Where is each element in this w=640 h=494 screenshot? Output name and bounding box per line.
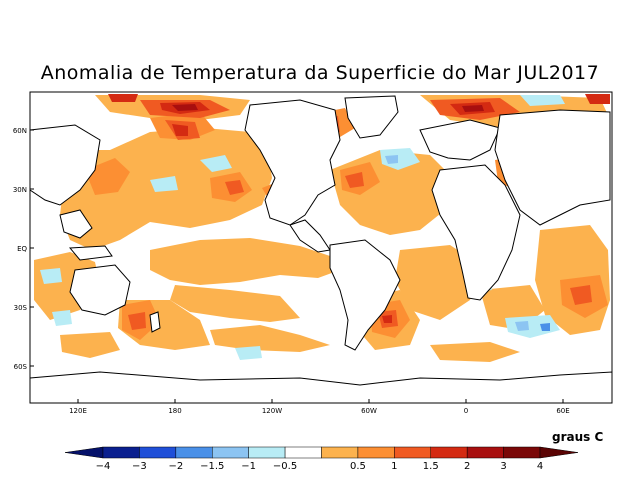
- continent-new-zealand: [149, 311, 161, 333]
- cool-patch: [505, 315, 560, 338]
- lon-label: 120W: [262, 407, 282, 415]
- warm-patch: [85, 158, 130, 195]
- cool-patch: [150, 176, 178, 192]
- colorbar-tick-label: 0.5: [350, 461, 366, 472]
- cool-patch: [200, 155, 232, 172]
- colorbar-swatch: [212, 446, 249, 459]
- colorbar-tick-label: −3: [132, 461, 147, 472]
- colorbar-swatch: [357, 446, 395, 459]
- cool-patch: [52, 310, 72, 326]
- colorbar-high-arrow: [539, 446, 579, 459]
- colorbar-tick-label: −4: [96, 461, 111, 472]
- lon-label: 180: [168, 407, 181, 415]
- colorbar-swatch: [248, 446, 286, 459]
- continent-greenland: [344, 95, 399, 139]
- cool-patch: [380, 148, 420, 170]
- continent-australia: [69, 264, 131, 316]
- colorbar-tick-label: 2: [464, 461, 470, 472]
- warm-patch: [150, 238, 340, 285]
- lat-label: 60N: [13, 127, 27, 135]
- colorbar-low-arrow: [64, 446, 104, 459]
- colorbar: −4 −3 −2 −1.5 −1 −0.5 0.5 1 1.5 2 3 4: [64, 446, 579, 472]
- lon-label: 60W: [361, 407, 377, 415]
- colorbar-swatch: [102, 446, 140, 459]
- warm-patch: [60, 332, 120, 358]
- warm-patch: [210, 325, 330, 352]
- warm-patch: [128, 312, 146, 330]
- colorbar-tick-label: −2: [168, 461, 183, 472]
- continent-asia-west: [29, 124, 101, 206]
- warm-patch: [108, 94, 138, 102]
- cool-patch: [540, 323, 550, 331]
- latitude-axis: 60N 30N EQ 30S 60S: [13, 127, 34, 371]
- lat-label: EQ: [17, 245, 27, 253]
- warm-patch: [430, 342, 520, 362]
- warm-patch: [172, 104, 198, 111]
- colorbar-tick-label: 3: [500, 461, 506, 472]
- warm-patch: [170, 285, 300, 322]
- colorbar-tick-label: −1: [241, 461, 256, 472]
- warm-patch: [585, 94, 610, 104]
- colorbar-tick-label: 4: [537, 461, 543, 472]
- longitude-axis: 120E 180 120W 60W 0 60E: [69, 399, 570, 415]
- colorbar-swatch: [284, 446, 322, 459]
- colorbar-tick-label: 1: [391, 461, 397, 472]
- continent-asia: [494, 109, 611, 226]
- colorbar-swatch: [466, 446, 504, 459]
- cool-patch: [385, 155, 398, 164]
- warm-patch: [345, 172, 364, 188]
- continent-se-asia: [59, 209, 93, 239]
- warm-patch: [395, 245, 480, 320]
- land-layer: [29, 95, 613, 404]
- lon-label: 0: [464, 407, 468, 415]
- warm-patch: [225, 180, 244, 195]
- lat-label: 60S: [14, 363, 28, 371]
- units-label: graus C: [552, 430, 604, 444]
- colorbar-swatch: [503, 446, 541, 459]
- lat-label: 30N: [13, 186, 27, 194]
- cool-patch: [520, 95, 565, 106]
- continent-north-america: [244, 99, 341, 226]
- warm-patch: [570, 285, 592, 305]
- warm-patch: [382, 315, 392, 323]
- colorbar-swatch: [394, 446, 432, 459]
- warm-patch: [172, 124, 188, 136]
- colorbar-swatch: [430, 446, 468, 459]
- lon-label: 120E: [69, 407, 87, 415]
- cool-patch: [235, 346, 262, 360]
- lat-label: 30S: [14, 304, 28, 312]
- map-title: Anomalia de Temperatura da Superficie do…: [40, 62, 600, 84]
- colorbar-swatch: [321, 446, 359, 459]
- continent-south-america: [329, 239, 401, 351]
- colorbar-swatch: [139, 446, 177, 459]
- colorbar-swatch: [175, 446, 213, 459]
- colorbar-tick-label: −1.5: [200, 461, 224, 472]
- lon-label: 60E: [556, 407, 569, 415]
- warm-patch: [462, 105, 484, 112]
- continent-indonesia: [68, 245, 113, 261]
- cool-patch: [515, 321, 529, 331]
- colorbar-tick-label: 1.5: [423, 461, 439, 472]
- colorbar-tick-label: −0.5: [273, 461, 297, 472]
- continent-europe: [419, 119, 501, 161]
- cool-patch: [40, 268, 62, 284]
- continent-africa: [431, 164, 521, 301]
